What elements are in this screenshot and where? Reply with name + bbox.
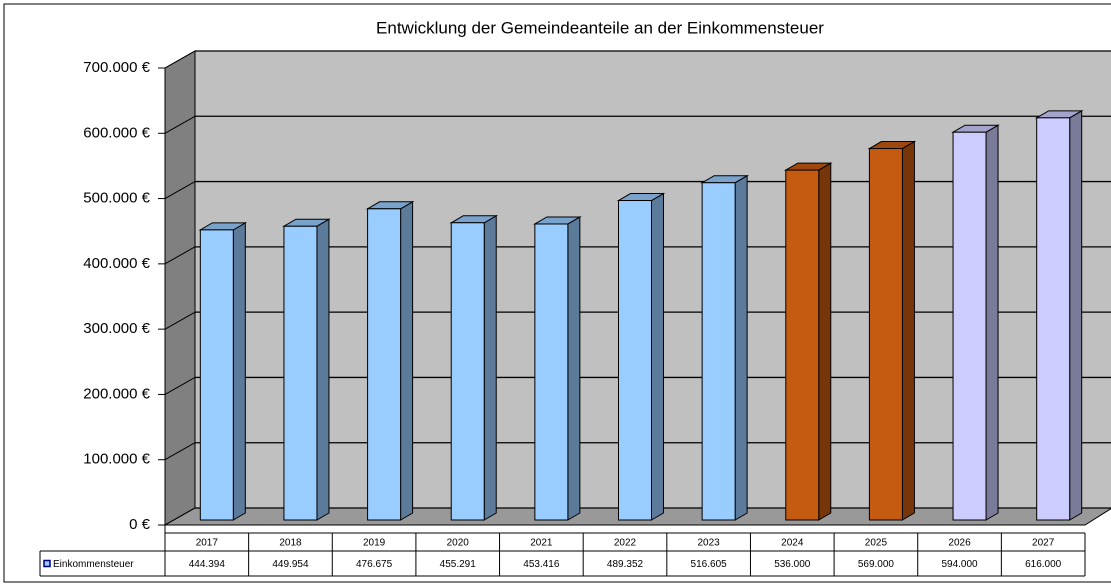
x-tick-label: 2017 [196, 538, 219, 549]
x-tick-label: 2027 [1032, 538, 1055, 549]
data-label: 455.291 [440, 559, 477, 570]
bar [701, 182, 736, 521]
grid-line-side [164, 181, 196, 200]
legend-key [43, 559, 51, 568]
grid-line-side [164, 50, 196, 69]
bar-side [400, 200, 414, 521]
x-tick-label: 2024 [781, 538, 804, 549]
bar-side [985, 124, 999, 521]
y-tick-label: 100.000 € [83, 451, 150, 468]
data-label: 476.675 [356, 559, 393, 570]
bar [199, 229, 234, 521]
bar [618, 200, 652, 521]
bar-side [818, 162, 832, 521]
y-tick-label: 200.000 € [83, 385, 150, 402]
x-tick-label: 2020 [447, 538, 470, 549]
bar-side [316, 218, 330, 521]
grid-line-side [164, 507, 196, 526]
y-tick-label: 500.000 € [83, 190, 150, 207]
bar-side [901, 140, 915, 521]
x-tick-label: 2022 [614, 538, 637, 549]
bar [868, 148, 903, 521]
bar [534, 223, 569, 521]
y-tick-label: 600.000 € [83, 124, 150, 141]
grid-line-side [164, 311, 196, 330]
data-label: 516.605 [691, 559, 728, 570]
x-tick-label: 2026 [948, 538, 971, 549]
side-wall [164, 50, 196, 526]
grid-line-side [164, 376, 196, 395]
grid-line-side [164, 246, 196, 265]
x-tick-label: 2023 [698, 538, 721, 549]
data-label: 616.000 [1025, 559, 1062, 570]
data-label: 489.352 [607, 559, 644, 570]
x-tick-label: 2025 [865, 538, 888, 549]
data-label: 453.416 [523, 559, 560, 570]
data-label: 569.000 [858, 559, 895, 570]
bar [450, 222, 485, 521]
bar [1036, 117, 1071, 521]
bar [785, 169, 820, 521]
grid-line-side [164, 442, 196, 461]
x-tick-label: 2019 [363, 538, 386, 549]
bar [367, 208, 402, 521]
grid-line-side [164, 115, 196, 134]
bar-side [651, 192, 664, 521]
legend-label: Einkommensteuer [53, 559, 134, 570]
chart-title: Entwicklung der Gemeindeanteile an der E… [376, 18, 824, 37]
data-label: 536.000 [774, 559, 811, 570]
y-tick-label: 300.000 € [83, 320, 150, 337]
x-tick-label: 2018 [279, 538, 302, 549]
data-label: 449.954 [272, 559, 309, 570]
data-label: 594.000 [941, 559, 978, 570]
bar [952, 131, 987, 521]
bar-side [734, 174, 748, 521]
y-tick-label: 400.000 € [83, 255, 150, 272]
x-tick-label: 2021 [530, 538, 553, 549]
bar-side [567, 216, 581, 521]
bar-side [232, 222, 246, 521]
bar-side [483, 214, 497, 521]
y-tick-label: 700.000 € [83, 59, 150, 76]
bar [283, 225, 318, 521]
data-label: 444.394 [189, 559, 226, 570]
y-tick-label: 0 € [129, 516, 151, 533]
bar-side [1069, 109, 1083, 521]
